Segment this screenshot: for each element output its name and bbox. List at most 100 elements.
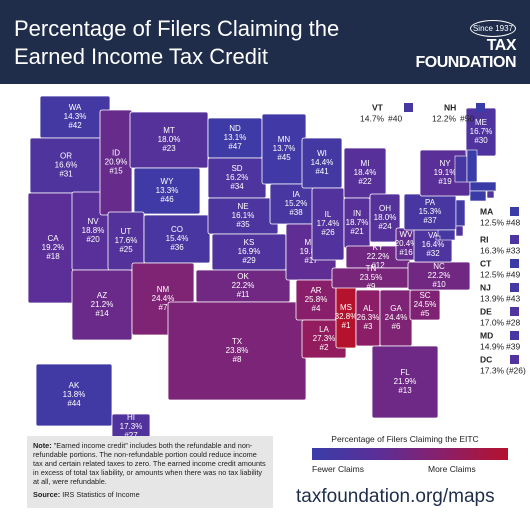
state-value: 22.2% — [428, 271, 451, 280]
state-rank: #34 — [230, 182, 244, 191]
state-abbr: OH — [379, 204, 391, 213]
title: Earned Income Tax Credit — [14, 44, 268, 69]
state-rank: #32 — [426, 249, 440, 258]
note-text: "Earned income credit" includes both the… — [33, 441, 266, 486]
state-value: 21.2% — [91, 300, 114, 309]
state-abbr: VT — [372, 102, 384, 112]
state-abbr: OK — [237, 272, 249, 281]
state-abbr: DC — [480, 354, 492, 364]
state-value: 24.5% — [414, 300, 437, 309]
state-value: 16.7% — [470, 127, 493, 136]
state-abbr: NM — [157, 285, 170, 294]
state-abbr: MS — [340, 303, 352, 312]
state-value: 13.7% — [273, 144, 296, 153]
legend-low: Fewer Claims — [312, 464, 364, 474]
state-value: 16.6% — [55, 161, 78, 170]
state-value: 14.9% — [480, 341, 505, 351]
header: Percentage of Filers Claiming the Earned… — [0, 0, 530, 84]
state-value: 19.1% — [434, 168, 457, 177]
source-text: IRS Statistics of Income — [62, 490, 140, 499]
state-value: 20.9% — [105, 158, 128, 167]
title: Percentage of Filers Claiming the — [14, 16, 340, 41]
note-label: Note: — [33, 441, 52, 450]
state-value: 21.9% — [394, 377, 417, 386]
state-value: 17.4% — [317, 219, 340, 228]
legend-swatch — [510, 259, 519, 268]
state-value: 13.1% — [224, 133, 247, 142]
state-value: 14.4% — [311, 158, 334, 167]
state-rank: #38 — [289, 208, 303, 217]
state-value: 16.9% — [238, 247, 261, 256]
state-abbr: UT — [121, 227, 132, 236]
state-value: 12.5% — [480, 217, 505, 227]
state-abbr: IN — [353, 209, 361, 218]
state-value: 16.3% — [480, 245, 505, 255]
state-rank: #1 — [342, 321, 351, 330]
state-shape — [466, 149, 478, 183]
logo: Since 1937 TAX FOUNDATION — [416, 18, 517, 71]
state-value: 22.2% — [367, 252, 390, 261]
state-abbr: WA — [69, 103, 82, 112]
state-abbr: ME — [475, 118, 487, 127]
note: Note: "Earned income credit" includes bo… — [27, 436, 273, 508]
state-abbr: DE — [480, 306, 492, 316]
state-rank: #43 — [506, 293, 520, 303]
state-value: 17.6% — [115, 236, 138, 245]
state-value: 19.2% — [42, 243, 65, 252]
logo-text: TAX — [486, 37, 517, 54]
state-abbr: SC — [419, 291, 430, 300]
state-abbr: KS — [244, 238, 255, 247]
state-rank: #12 — [371, 261, 385, 270]
state-abbr: PA — [425, 198, 436, 207]
state-rank: #23 — [162, 144, 176, 153]
state-abbr: AR — [310, 286, 321, 295]
state-rank: #16 — [399, 248, 413, 257]
state-value: 18.8% — [82, 226, 105, 235]
state-abbr: MT — [163, 126, 175, 135]
state-value: 22.2% — [232, 281, 255, 290]
state-value: 25.8% — [305, 295, 328, 304]
state-rank: #29 — [242, 256, 256, 265]
state-rank: #35 — [236, 220, 250, 229]
state-abbr: VA — [428, 231, 439, 240]
state-value: 26.3% — [357, 313, 380, 322]
state-abbr: MI — [361, 159, 370, 168]
state-rank: #33 — [506, 245, 520, 255]
state-abbr: TX — [232, 337, 243, 346]
state-abbr: WI — [317, 149, 327, 158]
state-shape — [455, 199, 466, 227]
state-value: 14.7% — [360, 113, 385, 123]
state-value: 16.4% — [422, 240, 445, 249]
state-rank: #2 — [320, 343, 329, 352]
state-rank: #46 — [160, 195, 174, 204]
state-rank: #8 — [233, 355, 242, 364]
legend-title: Percentage of Filers Claiming the EITC — [331, 434, 479, 444]
state-value: 17.3% — [480, 365, 505, 375]
state-abbr: ID — [112, 149, 120, 158]
state-abbr: NE — [237, 202, 248, 211]
state-value: 18.0% — [374, 213, 397, 222]
state-abbr: FL — [400, 368, 410, 377]
state-rank: #47 — [228, 142, 242, 151]
state-value: 15.2% — [285, 199, 308, 208]
state-shape — [437, 229, 456, 241]
source-label: Source: — [33, 490, 61, 499]
state-value: 23.8% — [226, 346, 249, 355]
state-abbr: MA — [480, 206, 493, 216]
state-shape — [486, 190, 495, 199]
state-shape — [133, 167, 201, 215]
state-abbr: NC — [433, 262, 445, 271]
state-rank: #11 — [237, 290, 250, 299]
state-abbr: HI — [127, 413, 135, 422]
state-abbr: NJ — [480, 282, 491, 292]
state-rank: #27 — [124, 431, 138, 440]
state-abbr: LA — [319, 325, 329, 334]
state-value: 18.7% — [346, 218, 369, 227]
state-value: 18.0% — [158, 135, 181, 144]
state-shape — [435, 235, 441, 241]
state-value: 15.3% — [419, 207, 442, 216]
state-rank: #44 — [67, 399, 81, 408]
legend-bar — [312, 448, 508, 460]
state-abbr: CO — [171, 225, 183, 234]
